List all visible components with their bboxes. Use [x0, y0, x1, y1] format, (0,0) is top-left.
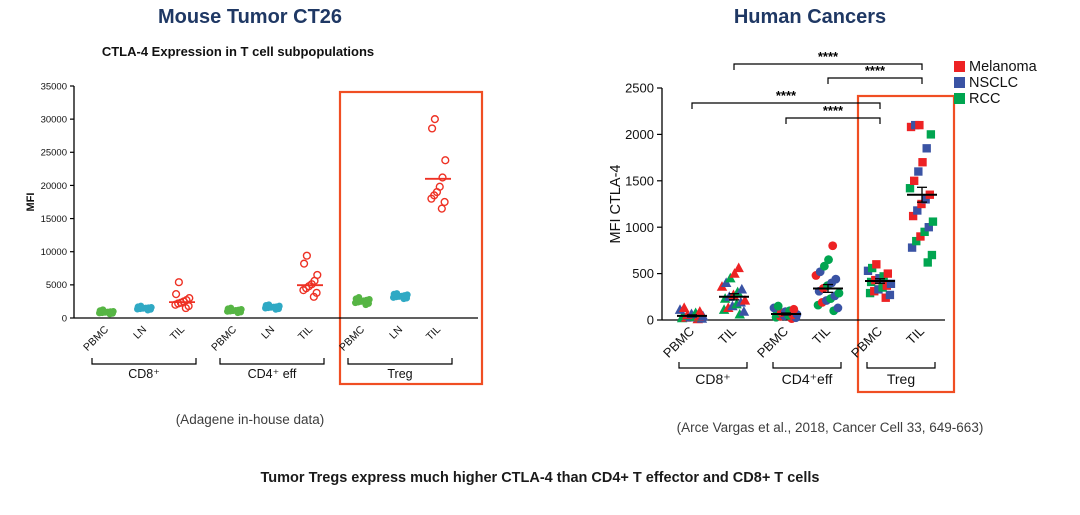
svg-text:NSCLC: NSCLC [969, 75, 1018, 91]
svg-text:1000: 1000 [625, 220, 654, 235]
svg-text:PBMC: PBMC [754, 324, 791, 361]
svg-text:Treg: Treg [887, 371, 915, 387]
svg-text:5000: 5000 [46, 280, 67, 291]
svg-text:10000: 10000 [41, 247, 67, 258]
svg-text:2000: 2000 [625, 127, 654, 142]
svg-text:0: 0 [647, 313, 654, 328]
svg-text:LN: LN [131, 324, 149, 342]
svg-text:MFI CTLA-4: MFI CTLA-4 [608, 165, 624, 244]
svg-text:Treg: Treg [387, 367, 412, 381]
svg-text:****: **** [818, 49, 839, 64]
svg-text:RCC: RCC [969, 91, 1000, 107]
svg-text:2500: 2500 [625, 81, 654, 96]
svg-text:PBMC: PBMC [81, 323, 111, 353]
human-cancers-scatter-chart: 0 500 1000 1500 2000 2500 MFI CTLA-4 PBMC TIL PBM… [608, 49, 1038, 394]
left-chart-caption: (Adagene in-house data) [175, 412, 325, 427]
bottom-conclusion-caption: Tumor Tregs express much higher CTLA-4 t… [260, 470, 820, 486]
svg-text:PBMC: PBMC [337, 323, 367, 353]
svg-text:TIL: TIL [809, 324, 833, 348]
svg-text:TIL: TIL [296, 324, 315, 343]
svg-text:CD8⁺: CD8⁺ [695, 371, 730, 387]
svg-text:CD4⁺eff: CD4⁺eff [782, 371, 833, 387]
right-panel-title: Human Cancers [733, 6, 887, 28]
svg-text:TIL: TIL [715, 324, 739, 348]
svg-text:MFI: MFI [25, 193, 37, 212]
svg-text:TIL: TIL [168, 324, 187, 343]
svg-text:****: **** [823, 103, 844, 118]
svg-text:CD8⁺: CD8⁺ [128, 367, 160, 381]
left-chart-title: CTLA-4 Expression in T cell subpopulatio… [101, 44, 375, 59]
svg-text:****: **** [865, 63, 886, 78]
svg-text:TIL: TIL [903, 324, 927, 348]
svg-text:20000: 20000 [41, 181, 67, 192]
svg-text:CD4⁺ eff: CD4⁺ eff [248, 367, 297, 381]
svg-text:PBMC: PBMC [209, 323, 239, 353]
svg-text:Melanoma: Melanoma [969, 59, 1038, 75]
left-panel-title: Mouse Tumor CT26 [157, 6, 343, 28]
svg-text:****: **** [776, 88, 797, 103]
svg-text:PBMC: PBMC [660, 324, 697, 361]
svg-text:LN: LN [387, 324, 405, 342]
svg-text:TIL: TIL [424, 324, 443, 343]
svg-text:0: 0 [62, 313, 67, 324]
svg-text:500: 500 [632, 266, 654, 281]
right-chart-caption: (Arce Vargas et al., 2018, Cancer Cell 3… [676, 420, 984, 435]
svg-text:30000: 30000 [41, 114, 67, 125]
svg-text:1500: 1500 [625, 173, 654, 188]
svg-text:PBMC: PBMC [848, 324, 885, 361]
mouse-ct26-scatter-chart: 0 5000 10000 15000 20000 25000 30000 35000 MFI PB… [25, 81, 484, 386]
svg-text:LN: LN [259, 324, 277, 342]
svg-text:25000: 25000 [41, 148, 67, 159]
svg-text:35000: 35000 [41, 81, 67, 92]
svg-text:15000: 15000 [41, 214, 67, 225]
